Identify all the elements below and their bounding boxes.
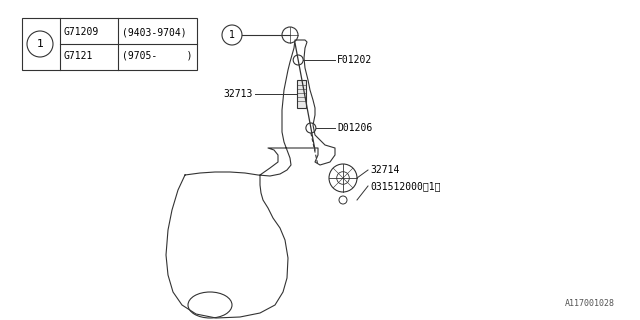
Text: G7121: G7121 <box>64 51 93 61</box>
Text: F01202: F01202 <box>337 55 372 65</box>
Text: 031512000（1）: 031512000（1） <box>370 181 440 191</box>
Text: 32713: 32713 <box>223 89 253 99</box>
Text: 1: 1 <box>229 30 235 40</box>
Text: A117001028: A117001028 <box>565 299 615 308</box>
Text: 1: 1 <box>36 39 44 49</box>
Text: (9403-9704): (9403-9704) <box>122 27 187 37</box>
Bar <box>22 18 197 70</box>
Text: (9705-     ): (9705- ) <box>122 51 193 61</box>
Bar <box>298 80 307 108</box>
Text: 32714: 32714 <box>370 165 399 175</box>
Text: D01206: D01206 <box>337 123 372 133</box>
Text: G71209: G71209 <box>64 27 99 37</box>
